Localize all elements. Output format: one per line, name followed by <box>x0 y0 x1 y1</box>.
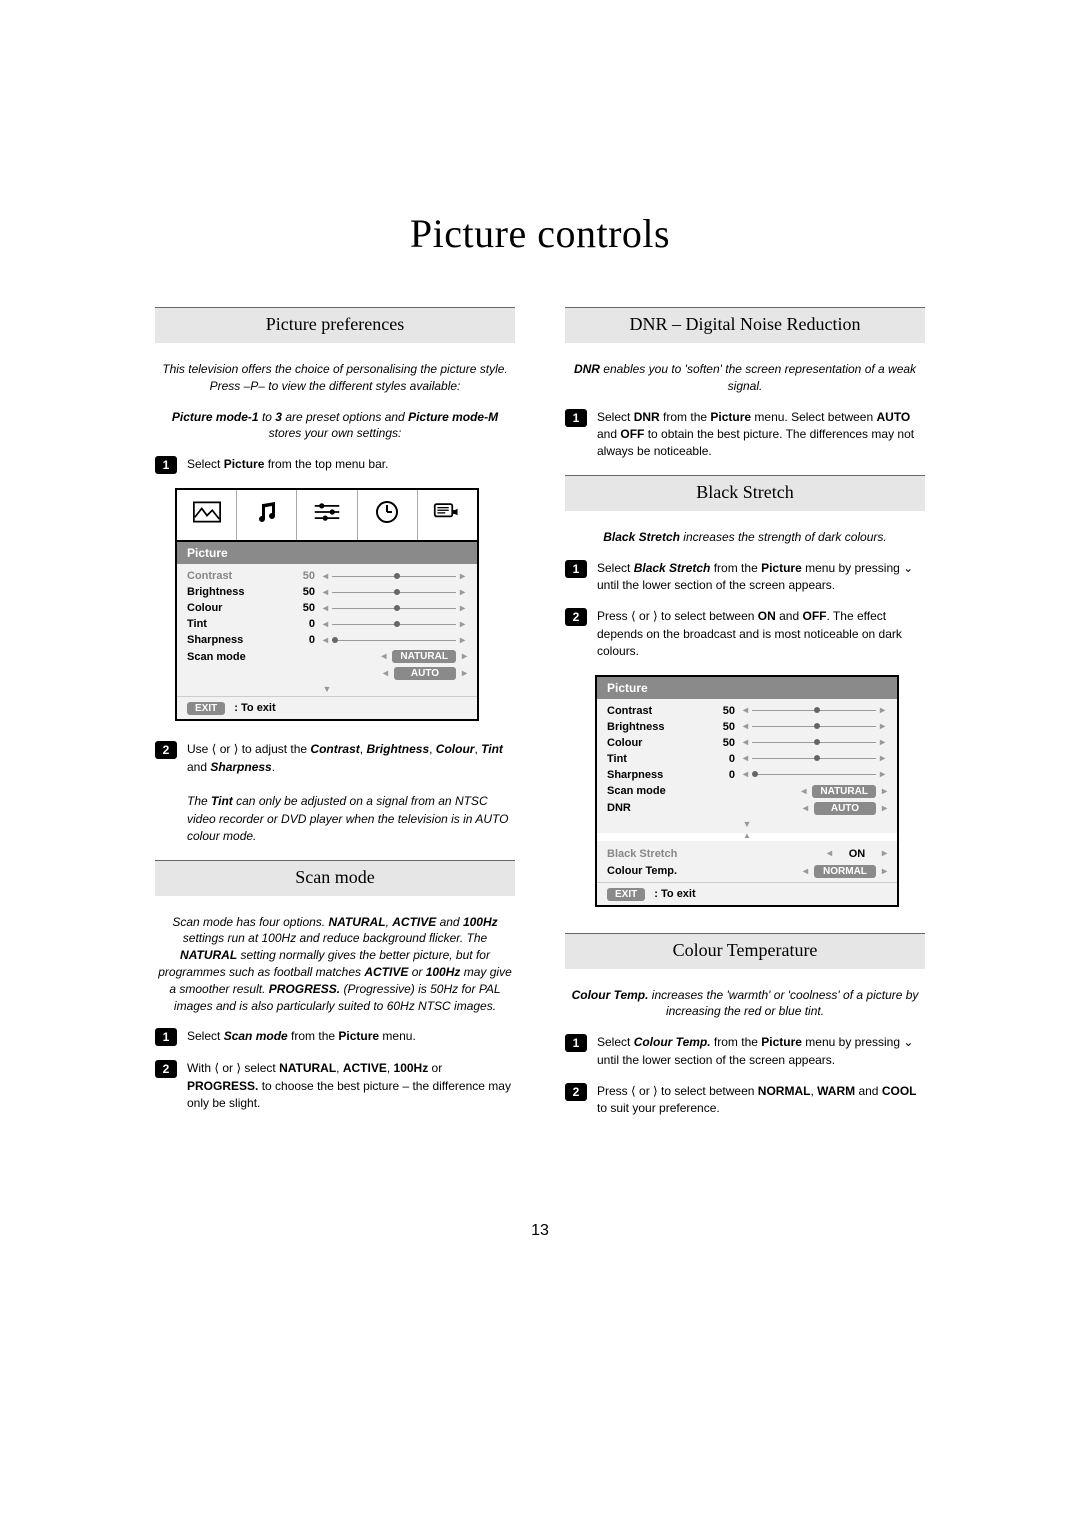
prefs-step-1: 1 Select Picture from the top menu bar. <box>155 456 515 474</box>
section-dnr: DNR – Digital Noise Reduction <box>565 307 925 343</box>
osd-row: Sharpness 0 ◂▸ <box>607 767 887 783</box>
osd-row: Contrast 50 ◂▸ <box>187 568 467 584</box>
black-step-2: 2 Press ⟨ or ⟩ to select between ON and … <box>565 608 925 660</box>
music-icon <box>237 490 297 540</box>
clock-icon <box>358 490 418 540</box>
osd-title: Picture <box>597 677 897 699</box>
step-badge: 2 <box>565 1083 587 1101</box>
exit-pill: EXIT <box>187 702 225 715</box>
osd-row: Black Stretch ◂ON▸ <box>607 845 887 863</box>
step-badge: 1 <box>565 1034 587 1052</box>
language-icon <box>418 490 477 540</box>
manual-page: Picture controls Picture preferences Thi… <box>0 0 1080 1280</box>
dnr-step-1: 1 Select DNR from the Picture menu. Sele… <box>565 409 925 461</box>
osd-row: Colour Temp. ◂NORMAL▸ <box>607 863 887 880</box>
prefs-intro: This television offers the choice of per… <box>155 361 515 395</box>
osd-picture-menu-2: Picture Contrast 50 ◂▸ Brightness 50 ◂▸ … <box>595 675 899 907</box>
osd-row: Brightness 50 ◂▸ <box>187 584 467 600</box>
osd-row: Contrast 50 ◂▸ <box>607 703 887 719</box>
page-title: Picture controls <box>155 210 925 257</box>
step-badge: 1 <box>565 409 587 427</box>
step-badge: 2 <box>155 741 177 759</box>
black-step-1: 1 Select Black Stretch from the Picture … <box>565 560 925 595</box>
osd-row: Sharpness 0 ◂▸ <box>187 632 467 648</box>
scan-step-2: 2 With ⟨ or ⟩ select NATURAL, ACTIVE, 10… <box>155 1060 515 1112</box>
step-badge: 1 <box>565 560 587 578</box>
step-badge: 2 <box>565 608 587 626</box>
scan-intro: Scan mode has four options. NATURAL, ACT… <box>155 914 515 1015</box>
step-badge: 1 <box>155 1028 177 1046</box>
colortemp-step-1: 1 Select Colour Temp. from the Picture m… <box>565 1034 925 1069</box>
section-picture-preferences: Picture preferences <box>155 307 515 343</box>
black-intro: Black Stretch increases the strength of … <box>565 529 925 546</box>
osd-row: DNR ◂AUTO▸ <box>607 800 887 817</box>
osd-picture-menu-1: Picture Contrast 50 ◂▸ Brightness 50 ◂▸ … <box>175 488 479 721</box>
section-black-stretch: Black Stretch <box>565 475 925 511</box>
osd-row: Tint 0 ◂▸ <box>187 616 467 632</box>
osd-row: Scan mode ◂NATURAL▸ <box>187 648 467 665</box>
colortemp-intro: Colour Temp. increases the 'warmth' or '… <box>565 987 925 1021</box>
picture-icon <box>177 490 237 540</box>
osd-footer: EXIT : To exit <box>597 882 897 905</box>
page-number: 13 <box>155 1222 925 1240</box>
colortemp-step-2: 2 Press ⟨ or ⟩ to select between NORMAL,… <box>565 1083 925 1118</box>
osd-top-icons <box>177 490 477 542</box>
prefs-step-2: 2 Use ⟨ or ⟩ to adjust the Contrast, Bri… <box>155 741 515 845</box>
osd-row: Scan mode ◂NATURAL▸ <box>607 783 887 800</box>
right-column: DNR – Digital Noise Reduction DNR enable… <box>565 307 925 1132</box>
osd-row: Tint 0 ◂▸ <box>607 751 887 767</box>
osd-row: Colour 50 ◂▸ <box>187 600 467 616</box>
osd-footer: EXIT : To exit <box>177 696 477 719</box>
exit-pill: EXIT <box>607 888 645 901</box>
osd-body: Contrast 50 ◂▸ Brightness 50 ◂▸ Colour 5… <box>177 564 477 696</box>
settings-icon <box>297 490 357 540</box>
osd-title: Picture <box>177 542 477 564</box>
dnr-intro: DNR enables you to 'soften' the screen r… <box>565 361 925 395</box>
scan-step-1: 1 Select Scan mode from the Picture menu… <box>155 1028 515 1046</box>
osd-row: ◂AUTO▸ <box>187 665 467 682</box>
left-column: Picture preferences This television offe… <box>155 307 515 1132</box>
section-colour-temp: Colour Temperature <box>565 933 925 969</box>
prefs-preset-note: Picture mode-1 to 3 are preset options a… <box>155 409 515 443</box>
osd-row: Colour 50 ◂▸ <box>607 735 887 751</box>
osd-row: Brightness 50 ◂▸ <box>607 719 887 735</box>
step-badge: 1 <box>155 456 177 474</box>
osd-body: Contrast 50 ◂▸ Brightness 50 ◂▸ Colour 5… <box>597 699 897 882</box>
columns: Picture preferences This television offe… <box>155 307 925 1132</box>
step-badge: 2 <box>155 1060 177 1078</box>
section-scan-mode: Scan mode <box>155 860 515 896</box>
